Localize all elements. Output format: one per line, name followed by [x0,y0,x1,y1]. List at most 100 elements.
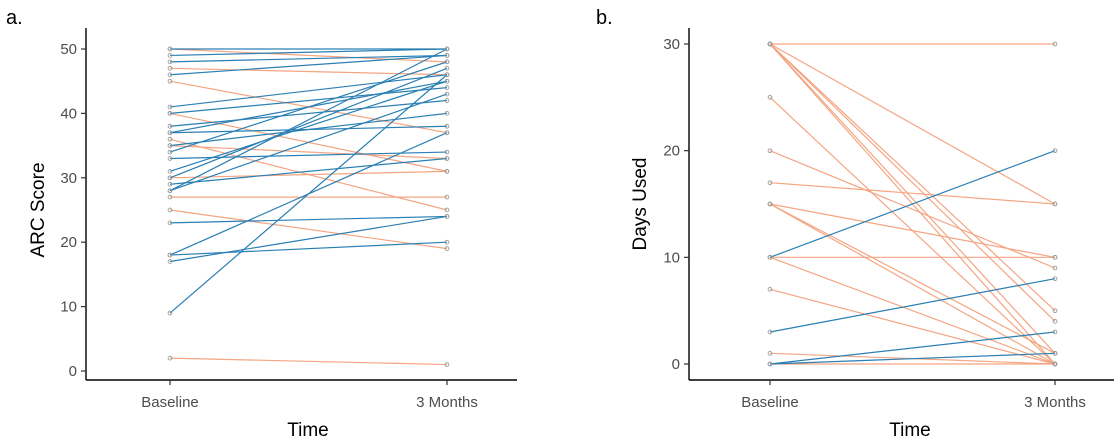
data-point [167,156,173,161]
data-point [167,194,173,200]
panel-label-b: b. [596,7,613,29]
data-point [1052,148,1058,154]
y-tick-label: 50 [60,41,77,58]
data-point [767,361,773,367]
data-point [167,169,173,174]
data-point [767,329,773,335]
data-point [1052,265,1058,271]
series-line [169,157,448,185]
y-ticks-a: 0 10 20 30 40 50 [60,41,86,380]
series-line [769,43,1056,354]
series-line [169,209,448,250]
data-point [444,123,450,129]
data-point [444,149,450,155]
data-point [1052,41,1058,47]
y-tick-label: 20 [60,234,77,251]
series-line [769,203,1056,258]
series-line [169,74,448,108]
series-layer-a [169,48,448,366]
series-line [169,112,448,147]
chart-panel-days-used: b. Days Used Time 0 10 20 30 Baseline 3 Mont… [596,7,1114,441]
data-point [444,72,450,78]
points-layer-b [767,41,1058,367]
x-axis-title-a: Time [287,420,329,441]
data-point [167,207,173,213]
data-point [167,136,173,142]
series-line [769,278,1056,333]
y-tick-label: 30 [60,170,77,187]
data-point [167,130,173,136]
data-point [767,148,773,154]
x-ticks-b: Baseline 3 Months [741,380,1086,411]
series-line [169,80,448,172]
y-axis-title-b: Days Used [630,158,651,251]
data-point [1052,350,1058,356]
series-line [169,54,448,76]
series-line [169,61,448,153]
data-point [444,156,450,161]
panel-label-a: a. [6,7,23,29]
series-line [169,48,448,192]
data-point [1052,361,1058,367]
series-line [769,43,1056,322]
data-point [767,286,773,292]
series-line [769,256,1056,365]
x-tick-label: 3 Months [1024,394,1086,411]
data-point [1052,254,1058,260]
data-point [444,98,450,103]
data-point [167,59,173,65]
y-tick-label: 30 [663,36,680,53]
series-line [169,170,448,179]
x-tick-label: Baseline [741,394,799,411]
data-point [167,123,173,129]
y-tick-label: 10 [60,299,77,316]
series-layer-b [769,43,1056,365]
series-line [169,74,448,314]
data-point [1052,201,1058,207]
data-point [167,78,173,84]
series-line [169,215,448,263]
data-point [167,181,173,187]
data-point [444,111,450,116]
data-point [767,94,773,100]
data-point [167,188,173,194]
data-point [1052,276,1058,282]
series-line [169,241,448,256]
data-point [444,239,450,245]
x-ticks-a: Baseline 3 Months [141,380,478,411]
series-line [169,93,448,192]
series-line [169,357,448,366]
series-line [769,43,1056,205]
data-point [767,180,773,186]
series-line [769,182,1056,205]
data-point [167,175,173,181]
series-line [769,352,1056,365]
series-line [169,99,448,127]
data-point [444,194,450,200]
series-line [169,215,448,224]
data-point [1052,329,1058,335]
data-point [444,65,450,71]
series-line [169,48,448,63]
data-point [444,91,450,97]
series-line [769,203,1056,365]
data-point [767,41,773,47]
data-point [167,355,173,361]
data-point [767,254,773,260]
data-point [767,350,773,356]
data-point [167,111,173,116]
data-point [444,214,450,219]
y-tick-label: 0 [69,363,77,380]
series-line [169,48,448,57]
data-point [167,104,173,110]
y-tick-label: 40 [60,105,77,122]
chart-panel-arc-score: a. ARC Score Time 0 10 20 30 40 50 Baseline 3 … [6,7,517,441]
data-point [167,252,173,258]
y-tick-label: 0 [672,356,680,373]
data-point [1052,318,1058,324]
series-line [169,145,448,160]
series-line [769,150,1056,258]
x-tick-label: Baseline [141,394,199,411]
data-point [167,72,173,78]
